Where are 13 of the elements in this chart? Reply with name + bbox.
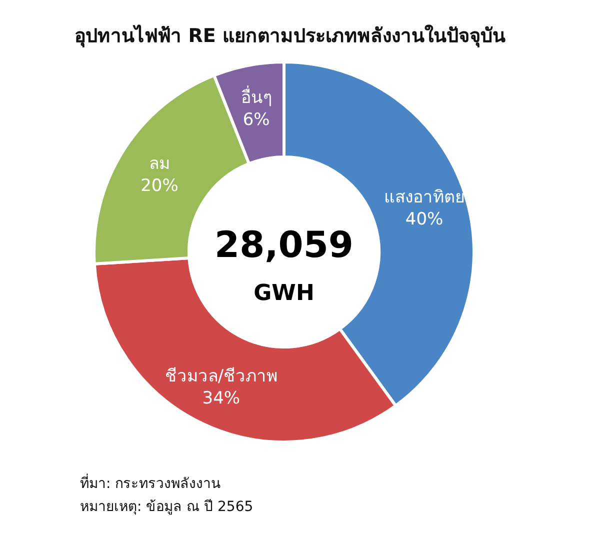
- data-label: 20%: [140, 176, 178, 196]
- slice-label: ลม: [148, 154, 170, 174]
- data-label: 6%: [242, 110, 270, 130]
- data-label: 34%: [202, 388, 240, 408]
- text: ที่มา: กระทรวงพลังงาน: [80, 474, 222, 492]
- slice-label: แสงอาทิตย: [384, 187, 465, 208]
- slice-label: อื่นๆ: [240, 85, 272, 108]
- slice-label: ชีวมวล/ชีวภาพ: [164, 366, 278, 386]
- text: GWH: [254, 281, 314, 306]
- text: 28,059: [214, 225, 354, 266]
- data-label: 40%: [405, 209, 444, 230]
- text: หมายเหตุ: ข้อมูล ณ ปี 2565: [80, 499, 254, 515]
- chart-title: อุปทานไฟฟ้า RE แยกตามประเภทพลังงานในปัจจุบัน: [74, 24, 506, 48]
